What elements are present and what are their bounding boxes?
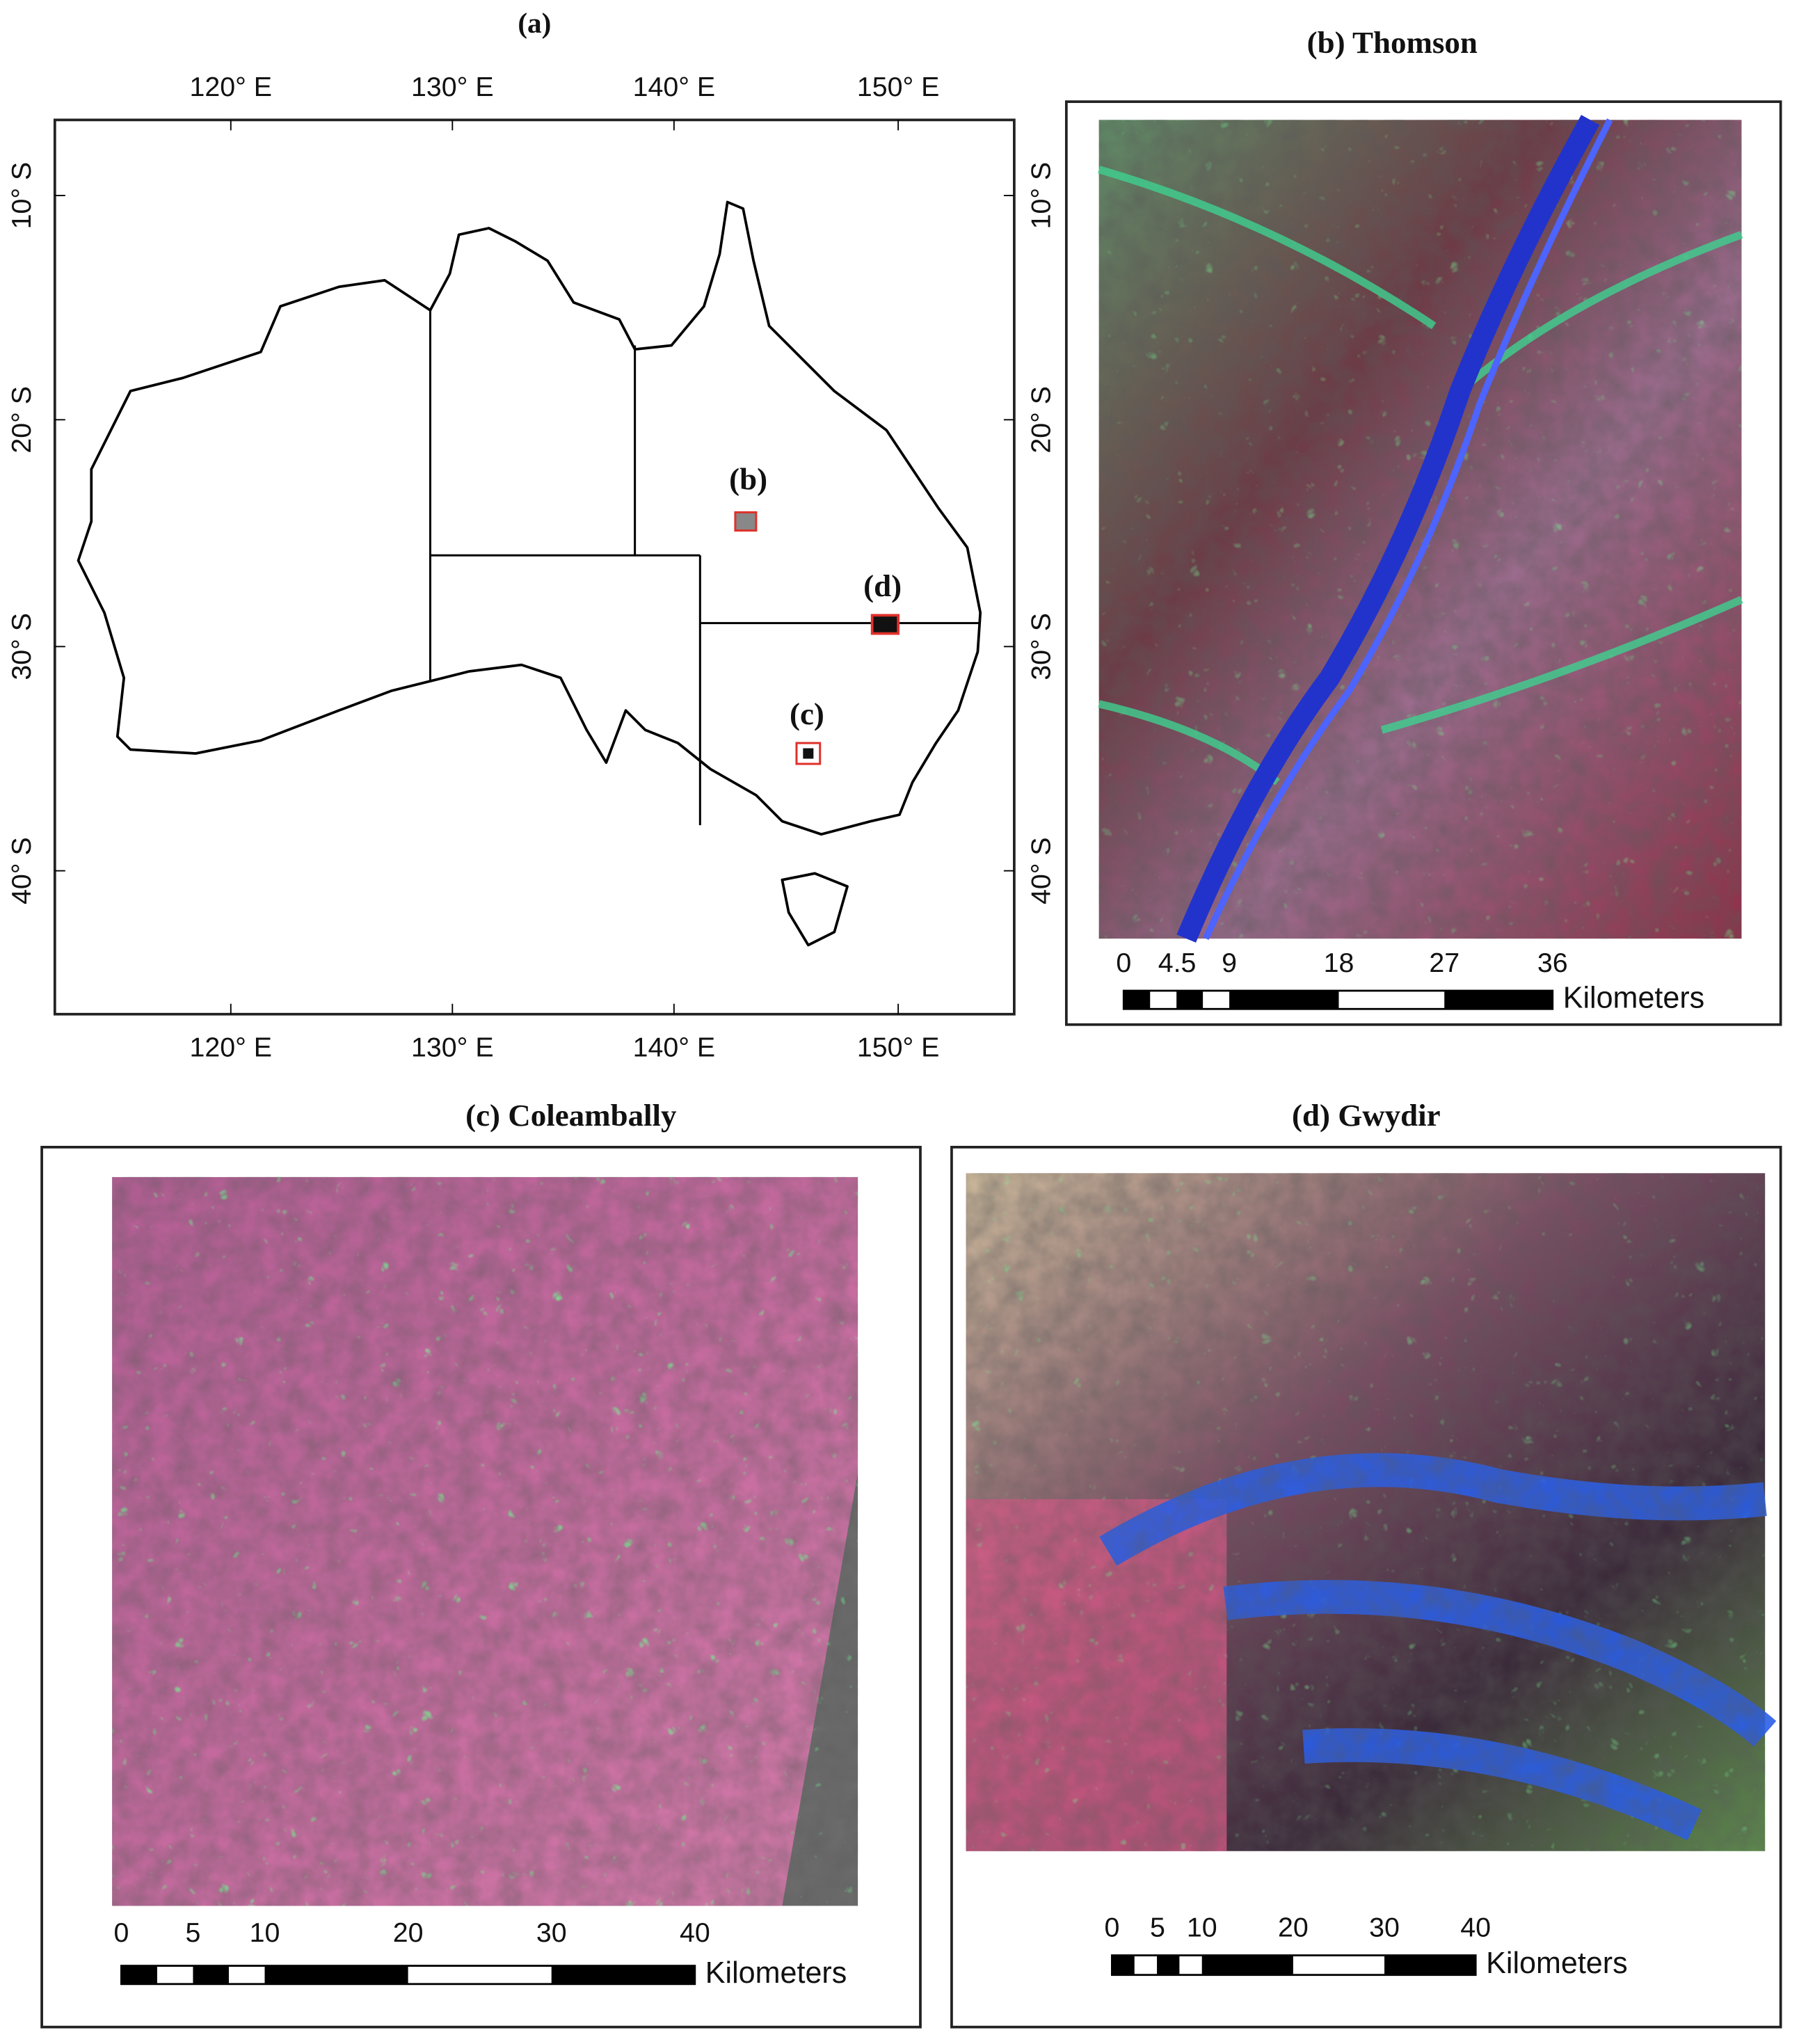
longitude-label: 130° E bbox=[411, 1032, 494, 1063]
panel-b bbox=[1064, 100, 1782, 1026]
tasmania bbox=[781, 872, 849, 947]
image-texture bbox=[112, 1176, 858, 1906]
site-label: (c) bbox=[790, 696, 824, 731]
map-frame bbox=[53, 118, 1016, 1016]
australia-mainland bbox=[77, 200, 982, 836]
latitude-label: 30° S bbox=[1026, 613, 1057, 680]
image-texture bbox=[966, 1173, 1766, 1851]
river-channel bbox=[1176, 115, 1600, 943]
scale-label: 0 bbox=[1116, 948, 1131, 978]
site-c-fill bbox=[803, 748, 814, 759]
scale-bar-segment bbox=[1124, 991, 1151, 1009]
scale-label: 18 bbox=[1324, 948, 1354, 978]
scale-bar-segment bbox=[551, 1965, 695, 1984]
panel-a bbox=[53, 118, 1016, 1016]
scale-unit: Kilometers bbox=[1563, 982, 1704, 1015]
longitude-label: 130° E bbox=[411, 72, 494, 102]
scale-unit: Kilometers bbox=[705, 1956, 847, 1990]
longitude-label: 120° E bbox=[190, 1032, 273, 1063]
site-label: (d) bbox=[863, 568, 902, 603]
scale-bar-segment bbox=[1444, 991, 1553, 1009]
tributaries bbox=[1098, 166, 1743, 785]
river-braid bbox=[1203, 118, 1613, 941]
latitude-label: 20° S bbox=[1026, 386, 1057, 454]
scale-label: 30 bbox=[1369, 1913, 1400, 1943]
panel-frame bbox=[40, 1146, 922, 2029]
panel-d bbox=[950, 1146, 1782, 2029]
scale-label: 40 bbox=[680, 1917, 710, 1948]
latitude-label: 20° S bbox=[6, 386, 37, 454]
scale-bar-segment bbox=[1201, 1955, 1293, 1975]
scale-bar-segment bbox=[1176, 991, 1204, 1009]
latitude-label: 30° S bbox=[6, 613, 37, 680]
image-texture bbox=[1098, 120, 1742, 939]
scale-label: 9 bbox=[1222, 948, 1237, 978]
latitude-label: 10° S bbox=[1026, 162, 1057, 230]
scale-bar-segment bbox=[121, 1965, 157, 1984]
longitude-label: 120° E bbox=[190, 72, 273, 102]
scale-unit: Kilometers bbox=[1486, 1947, 1628, 1980]
site-box-b bbox=[734, 511, 758, 532]
longitude-label: 140° E bbox=[633, 1032, 716, 1063]
scale-label: 27 bbox=[1429, 948, 1460, 978]
scale-bar-segment bbox=[1112, 1955, 1135, 1975]
scale-label: 20 bbox=[1278, 1913, 1309, 1943]
scale-bar-segment bbox=[264, 1965, 408, 1984]
scale-label: 10 bbox=[250, 1917, 280, 1948]
scale-label: 0 bbox=[113, 1917, 129, 1948]
scale-label: 5 bbox=[186, 1917, 201, 1948]
state-borders bbox=[429, 310, 981, 826]
scale-label: 36 bbox=[1537, 948, 1568, 978]
scale-label: 0 bbox=[1104, 1913, 1119, 1943]
scale-label: 4.5 bbox=[1158, 948, 1197, 978]
latitude-label: 10° S bbox=[6, 162, 37, 230]
longitude-label: 150° E bbox=[857, 1032, 940, 1063]
panel-frame bbox=[950, 1146, 1782, 2029]
panel-title: (d) Gwydir bbox=[1292, 1098, 1441, 1133]
scale-label: 10 bbox=[1187, 1913, 1217, 1943]
scale-label: 20 bbox=[393, 1917, 424, 1948]
scale-bar-segment bbox=[1384, 1955, 1476, 1975]
scale-label: 40 bbox=[1460, 1913, 1491, 1943]
scale-label: 30 bbox=[536, 1917, 567, 1948]
site-box-d bbox=[870, 614, 900, 635]
panel-title: (a) bbox=[518, 7, 551, 40]
panel-c bbox=[40, 1146, 922, 2029]
site-label: (b) bbox=[729, 462, 767, 497]
scale-bar-segment bbox=[193, 1965, 229, 1984]
scale-bar-segment bbox=[1157, 1955, 1180, 1975]
latitude-label: 40° S bbox=[1026, 837, 1057, 904]
panel-title: (b) Thomson bbox=[1307, 25, 1478, 60]
panel-frame bbox=[1064, 100, 1782, 1026]
longitude-label: 150° E bbox=[857, 72, 940, 102]
panel-title: (c) Coleambally bbox=[465, 1098, 677, 1133]
latitude-label: 40° S bbox=[6, 837, 37, 904]
scale-label: 5 bbox=[1150, 1913, 1165, 1943]
longitude-label: 140° E bbox=[633, 72, 716, 102]
scale-bar-segment bbox=[1229, 991, 1339, 1009]
